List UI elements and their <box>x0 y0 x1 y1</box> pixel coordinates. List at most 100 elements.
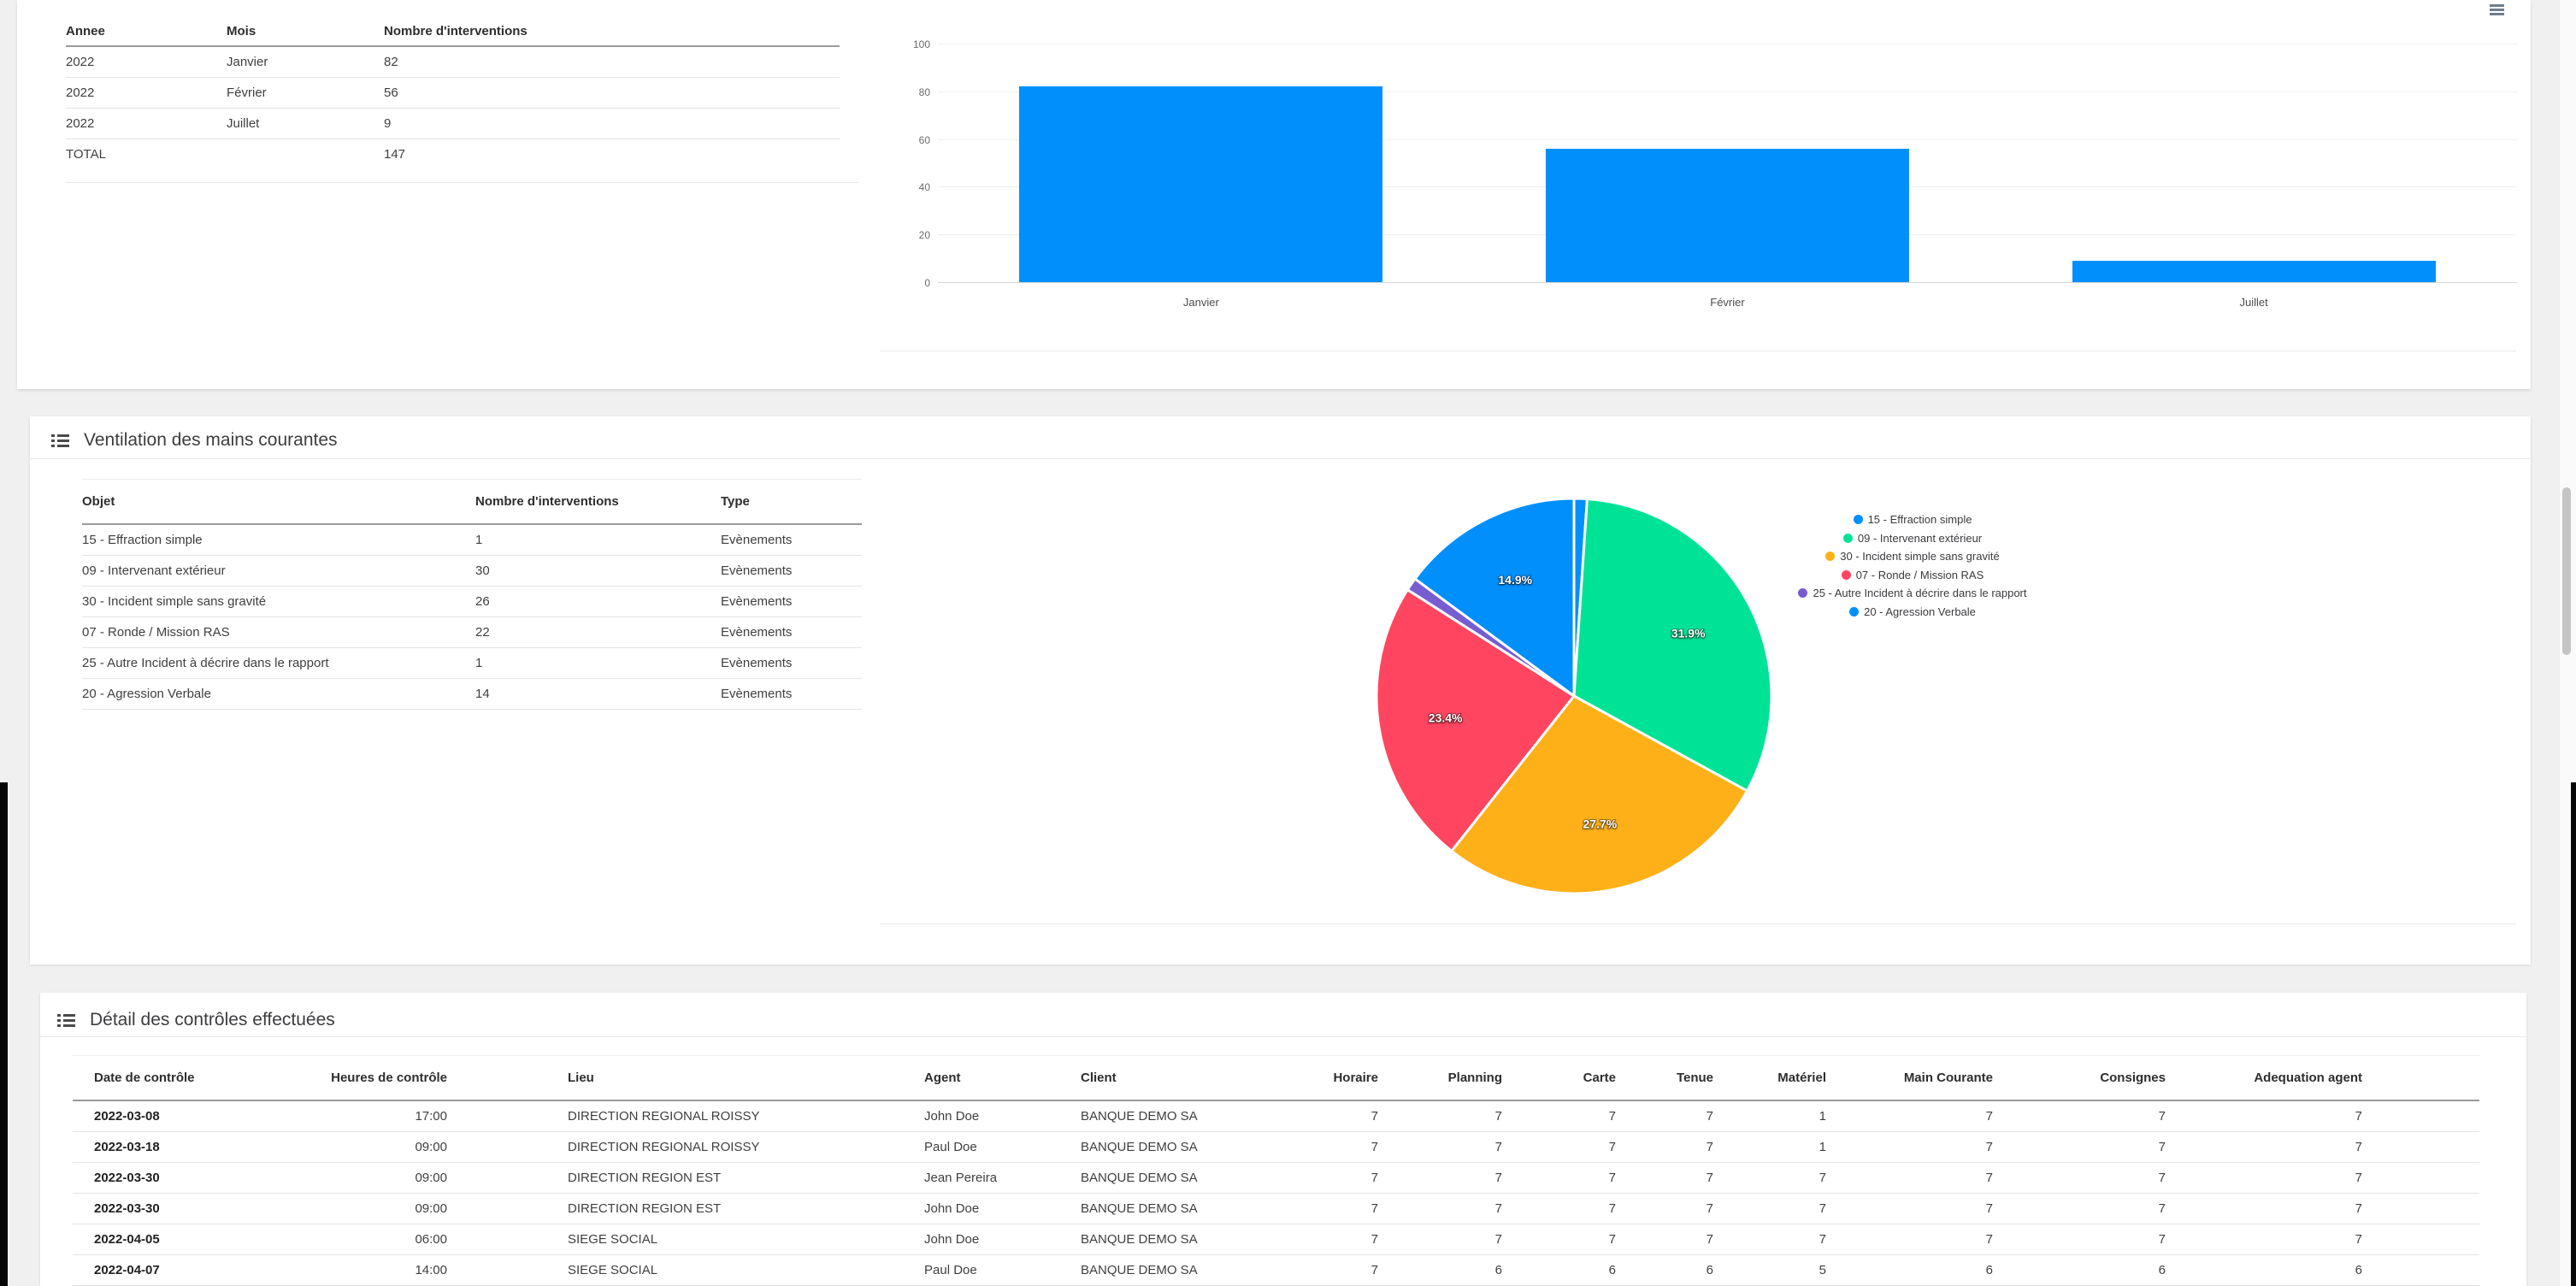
column-header: Client <box>1081 1055 1265 1101</box>
table-cell: 7 <box>1535 1131 1648 1163</box>
table-cell: 20 - Agression Verbale <box>82 678 475 710</box>
pie-slice[interactable] <box>1413 497 1576 698</box>
table-cell: 7 <box>1265 1254 1411 1286</box>
bar <box>1546 148 1909 282</box>
legend-label: 20 - Agression Verbale <box>1864 605 1976 618</box>
table-cell: 25 - Autre Incident à décrire dans le ra… <box>82 647 475 679</box>
legend-item[interactable]: 20 - Agression Verbale <box>1849 605 1976 618</box>
table-cell: 7 <box>1859 1100 2025 1132</box>
column-header: Date de contrôle <box>73 1055 296 1101</box>
table-cell: Paul Doe <box>924 1131 1081 1163</box>
table-cell: 147 <box>384 147 406 162</box>
table-cell: John Doe <box>924 1100 1081 1132</box>
table-cell: Evènements <box>721 555 862 587</box>
legend-dot <box>1842 533 1853 543</box>
section-title: Détail des contrôles effectuées <box>90 1010 335 1029</box>
column-header: Objet <box>82 479 475 525</box>
column-header: Mois <box>227 17 384 47</box>
table-cell: 7 <box>1648 1100 1746 1132</box>
table-cell: TOTAL <box>66 147 106 162</box>
table-cell: 6 <box>2198 1254 2395 1286</box>
table-cell: 22 <box>475 616 721 648</box>
legend-item[interactable]: 15 - Effraction simple <box>1853 513 1972 526</box>
x-category-label: Janvier <box>1182 296 1219 309</box>
ventilation-section-header: Ventilation des mains courantes <box>51 428 338 453</box>
gridline <box>938 139 2517 140</box>
column-header: Agent <box>924 1055 1081 1101</box>
table-cell: 7 <box>1411 1131 1535 1163</box>
table-cell: 2022 <box>66 108 227 139</box>
legend-item[interactable]: 25 - Autre Incident à décrire dans le ra… <box>1798 587 2027 599</box>
table-cell: Evènements <box>721 586 862 617</box>
table-cell: 06:00 <box>296 1224 462 1255</box>
column-header: Lieu <box>462 1055 924 1101</box>
table-cell: 5 <box>1746 1254 1859 1286</box>
column-header: Type <box>721 479 862 525</box>
table-cell: 2022 <box>66 46 227 78</box>
table-cell: 2022-03-18 <box>73 1131 296 1163</box>
table-cell: DIRECTION REGION EST <box>462 1162 924 1194</box>
table-cell: 6 <box>2025 1254 2198 1286</box>
table-cell <box>2395 1224 2479 1255</box>
table-row: 2022-03-18 09:00 DIRECTION REGIONAL ROISSY… <box>73 1131 2479 1163</box>
table-cell: 2022-03-30 <box>73 1162 296 1194</box>
table-cell: 07 - Ronde / Mission RAS <box>82 616 475 648</box>
pie-slice[interactable] <box>1375 588 1576 852</box>
table-row: 07 - Ronde / Mission RAS 22 Evènements <box>82 616 862 648</box>
gridline <box>938 282 2517 283</box>
column-header: Matériel <box>1746 1055 1859 1101</box>
column-header: Main Courante <box>1859 1055 2025 1101</box>
legend-item[interactable]: 09 - Intervenant extérieur <box>1842 532 1982 545</box>
table-cell <box>2395 1254 2479 1286</box>
legend-dot <box>1825 552 1836 561</box>
pie-slice-label: 23.4% <box>1429 711 1463 724</box>
table-row: 2022 Janvier 82 <box>66 46 840 78</box>
pie-slice[interactable] <box>1572 498 1773 793</box>
hamburger-menu-icon[interactable] <box>2490 4 2504 15</box>
legend-item[interactable]: 30 - Incident simple sans gravité <box>1825 550 2000 563</box>
table-cell: 7 <box>1648 1193 1746 1224</box>
section-title: Ventilation des mains courantes <box>84 430 338 450</box>
table-cell <box>227 139 384 170</box>
column-header <box>2395 1055 2479 1101</box>
column-header: Nombre d'interventions <box>475 479 721 525</box>
table-cell: 7 <box>1648 1131 1746 1163</box>
table-cell: 7 <box>1746 1224 1859 1255</box>
bar <box>1019 86 1383 282</box>
legend-item[interactable]: 07 - Ronde / Mission RAS <box>1841 569 1984 581</box>
table-cell: 7 <box>1859 1193 2025 1224</box>
table-cell: 7 <box>2198 1131 2395 1163</box>
table-row: 2022 Juillet 9 <box>66 108 840 139</box>
table-cell: BANQUE DEMO SA <box>1081 1193 1265 1224</box>
table-cell: 7 <box>1648 1224 1746 1255</box>
x-category-label: Juillet <box>2239 296 2268 309</box>
table-cell: BANQUE DEMO SA <box>1081 1254 1265 1286</box>
scrollbar-thumb[interactable] <box>2562 487 2571 655</box>
table-cell: 7 <box>2025 1224 2198 1255</box>
table-row: 20 - Agression Verbale 14 Evènements <box>82 678 862 710</box>
table-cell: 2022 <box>66 77 227 109</box>
table-cell: 30 <box>475 555 721 587</box>
list-icon <box>51 434 69 447</box>
table-cell: 7 <box>1535 1224 1648 1255</box>
table-row: 15 - Effraction simple 1 Evènements <box>82 524 862 556</box>
table-cell: 7 <box>1265 1162 1411 1194</box>
pie-slice-label: 31.9% <box>1671 627 1706 640</box>
y-tick-label: 40 <box>918 181 930 194</box>
table-cell: 7 <box>1265 1224 1411 1255</box>
table-cell: Evènements <box>721 678 862 710</box>
column-header: Carte <box>1535 1055 1648 1101</box>
table-cell: DIRECTION REGIONAL ROISSY <box>462 1100 924 1132</box>
column-header: Tenue <box>1648 1055 1746 1101</box>
pie-slice[interactable] <box>1450 694 1749 895</box>
table-cell: 09:00 <box>296 1162 462 1194</box>
table-row: 30 - Incident simple sans gravité 26 Evène… <box>82 586 862 617</box>
table-row: 25 - Autre Incident à décrire dans le ra… <box>82 647 862 679</box>
table-cell: SIEGE SOCIAL <box>462 1224 924 1255</box>
table-cell: 2022-04-07 <box>73 1254 296 1286</box>
table-cell: 7 <box>1265 1131 1411 1163</box>
column-header: Horaire <box>1265 1055 1411 1101</box>
table-cell: 7 <box>1859 1224 2025 1255</box>
column-header: Consignes <box>2025 1055 2198 1101</box>
legend-dot <box>1841 569 1851 580</box>
